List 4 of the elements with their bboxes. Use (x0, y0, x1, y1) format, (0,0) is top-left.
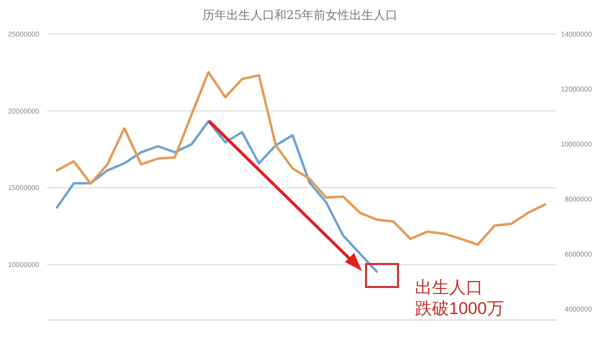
annotation: 出生人口 (415, 278, 483, 297)
line-series (56, 71, 546, 246)
annotation: 跌破1000万 (415, 299, 504, 318)
chart-title: 历年出生人口和25年前女性出生人口 (202, 8, 398, 22)
